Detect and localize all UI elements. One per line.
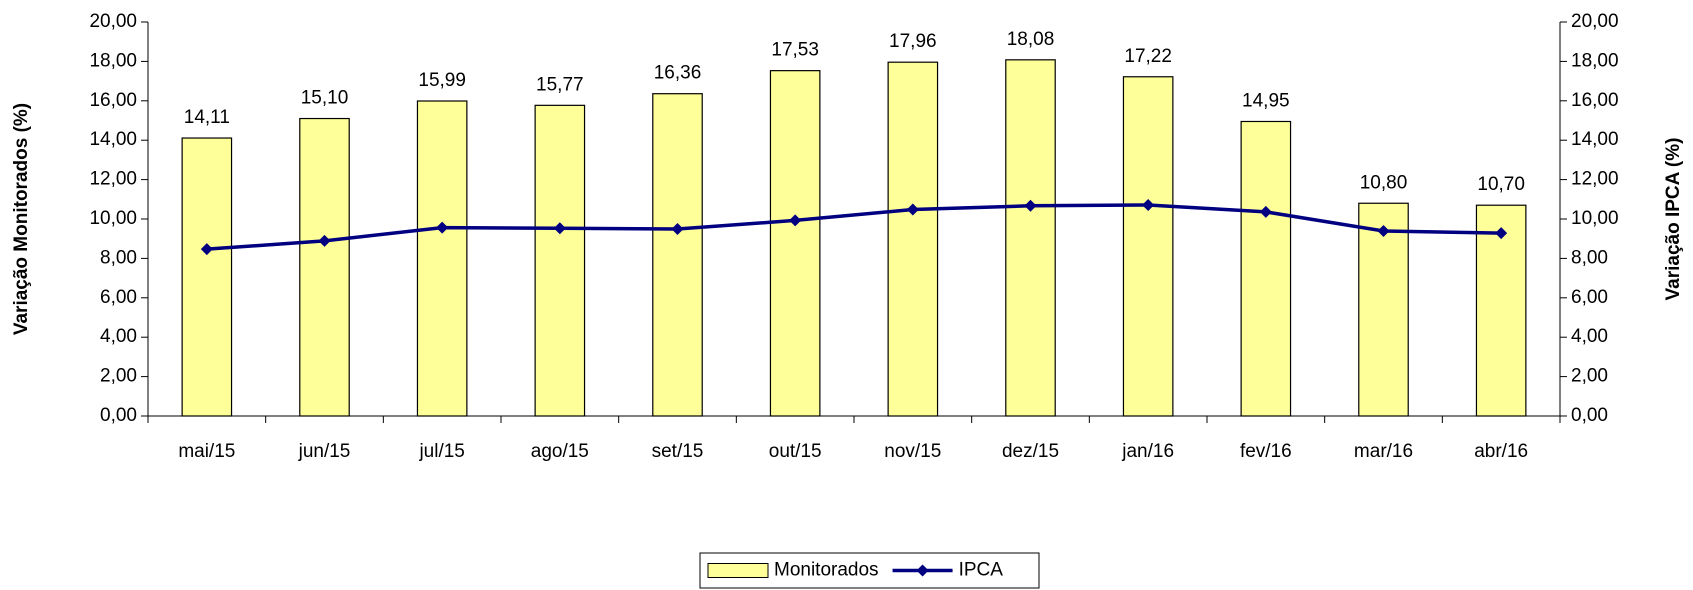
x-tick-label: jul/15 <box>418 441 464 462</box>
marker <box>789 214 802 227</box>
data-label: 15,99 <box>418 70 466 91</box>
bar <box>1005 59 1056 417</box>
y-tick-label: 4,00 <box>100 326 137 347</box>
bar <box>416 100 468 417</box>
marker <box>1259 205 1272 218</box>
marker <box>1024 199 1037 212</box>
marker <box>553 222 566 235</box>
x-tick-label: jan/16 <box>1121 441 1174 462</box>
data-label: 17,96 <box>889 31 937 52</box>
y2-tick-label: 10,00 <box>1571 208 1619 229</box>
x-tick-label: dez/15 <box>1002 441 1059 462</box>
bar <box>1358 202 1409 417</box>
y2-tick-label: 12,00 <box>1571 169 1619 190</box>
y2-tick-label: 18,00 <box>1571 50 1619 71</box>
x-tick-label: mai/15 <box>178 441 235 462</box>
y2-tick-label: 6,00 <box>1571 287 1608 308</box>
data-label: 10,70 <box>1477 174 1525 195</box>
bar <box>299 117 350 417</box>
x-tick-label: jun/15 <box>298 441 351 462</box>
x-tick-label: out/15 <box>769 441 822 462</box>
bar <box>534 104 586 417</box>
y2-tick-label: 20,00 <box>1571 11 1619 32</box>
y-axis-label: Variação Monitorados (%) <box>11 103 32 335</box>
y2-axis-label: Variação IPCA (%) <box>1663 138 1684 301</box>
bar <box>1240 120 1292 417</box>
x-tick-label: ago/15 <box>531 441 589 462</box>
marker <box>671 223 684 236</box>
x-tick-label: mar/16 <box>1354 441 1413 462</box>
legend-label: IPCA <box>959 560 1004 581</box>
data-label: 15,10 <box>301 88 349 109</box>
marker <box>1377 225 1390 238</box>
data-label: 15,77 <box>536 74 584 95</box>
y2-tick-label: 14,00 <box>1571 129 1619 150</box>
data-label: 17,53 <box>771 40 819 61</box>
marker <box>436 221 449 234</box>
bar <box>769 70 821 417</box>
y2-tick-label: 8,00 <box>1571 247 1608 268</box>
y-tick-label: 18,00 <box>89 50 137 71</box>
data-label: 14,95 <box>1242 91 1290 112</box>
marker <box>200 243 213 256</box>
marker <box>906 203 919 216</box>
data-label: 16,36 <box>654 63 702 84</box>
x-tick-label: nov/15 <box>884 441 941 462</box>
y-tick-label: 8,00 <box>100 247 137 268</box>
marker <box>1495 227 1508 240</box>
x-tick-label: fev/16 <box>1240 441 1292 462</box>
y2-tick-label: 0,00 <box>1571 405 1608 426</box>
data-label: 17,22 <box>1124 46 1172 67</box>
y2-tick-label: 16,00 <box>1571 90 1619 111</box>
bar <box>887 61 939 417</box>
bar <box>1122 76 1174 417</box>
data-label: 10,80 <box>1360 172 1408 193</box>
y-tick-label: 14,00 <box>89 129 137 150</box>
y-tick-label: 2,00 <box>100 366 137 387</box>
legend-swatch <box>707 563 769 578</box>
y-tick-label: 12,00 <box>89 169 137 190</box>
y-tick-label: 16,00 <box>89 90 137 111</box>
x-tick-label: set/15 <box>652 441 704 462</box>
line <box>206 203 1502 251</box>
legend-marker <box>916 564 929 577</box>
bar <box>1475 204 1527 417</box>
y-tick-label: 0,00 <box>100 405 137 426</box>
bar <box>181 137 233 417</box>
y-tick-label: 6,00 <box>100 287 137 308</box>
legend-label: Monitorados <box>774 560 879 581</box>
data-label: 18,08 <box>1007 29 1055 50</box>
marker <box>1142 199 1155 212</box>
data-label: 14,11 <box>184 107 230 128</box>
y-tick-label: 10,00 <box>89 208 137 229</box>
x-tick-label: abr/16 <box>1474 441 1528 462</box>
y-tick-label: 20,00 <box>89 11 137 32</box>
marker <box>318 234 331 247</box>
y2-tick-label: 4,00 <box>1571 326 1608 347</box>
bar <box>652 93 703 417</box>
y2-tick-label: 2,00 <box>1571 366 1608 387</box>
